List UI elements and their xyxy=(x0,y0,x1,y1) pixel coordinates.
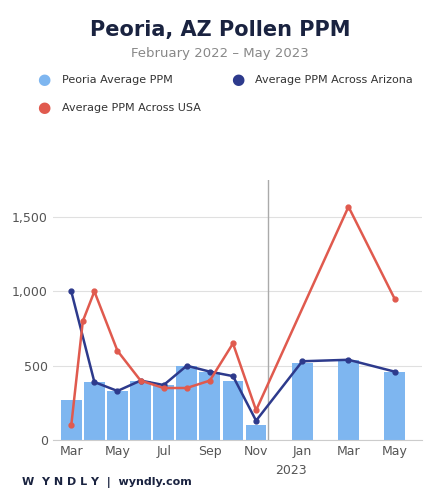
Bar xyxy=(153,385,174,440)
Text: Average PPM Across Arizona: Average PPM Across Arizona xyxy=(255,75,413,85)
Bar xyxy=(384,372,405,440)
Bar xyxy=(176,366,197,440)
Text: ●: ● xyxy=(231,72,244,88)
Text: ●: ● xyxy=(37,72,51,88)
Text: February 2022 – May 2023: February 2022 – May 2023 xyxy=(131,48,309,60)
Bar xyxy=(130,380,151,440)
Text: Peoria Average PPM: Peoria Average PPM xyxy=(62,75,172,85)
Text: W  Y N D L Y  |  wyndly.com: W Y N D L Y | wyndly.com xyxy=(22,476,192,488)
Bar xyxy=(84,382,105,440)
Bar xyxy=(107,391,128,440)
Bar xyxy=(292,362,313,440)
Bar xyxy=(61,400,82,440)
Bar xyxy=(246,425,267,440)
Text: Average PPM Across USA: Average PPM Across USA xyxy=(62,102,201,113)
Text: ●: ● xyxy=(37,100,51,115)
Bar xyxy=(199,372,220,440)
Bar xyxy=(338,360,359,440)
Text: 2023: 2023 xyxy=(275,464,307,477)
Text: Peoria, AZ Pollen PPM: Peoria, AZ Pollen PPM xyxy=(90,20,350,40)
Bar xyxy=(223,380,243,440)
